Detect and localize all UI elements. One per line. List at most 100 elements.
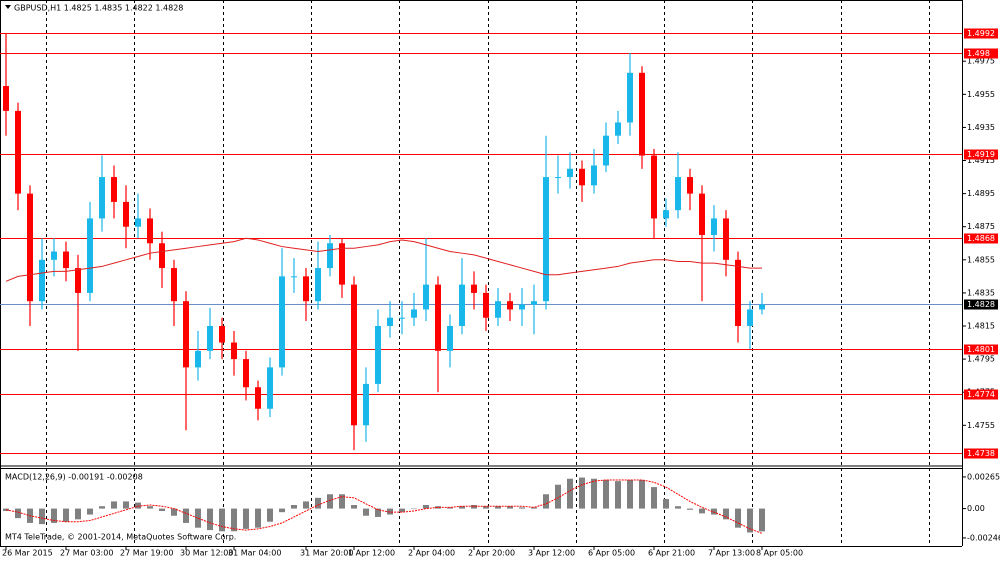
macd-bar [219, 508, 225, 532]
macd-bar [555, 484, 561, 509]
candle-body [159, 243, 165, 269]
x-tick-label: 7 Apr 13:00 [708, 549, 755, 558]
macd-bar [351, 505, 357, 509]
macd-bar [627, 479, 633, 509]
bid-label: 1.4828 [967, 300, 995, 309]
y-tick-label: 1.4815 [967, 321, 995, 330]
candle-body [543, 177, 549, 302]
macd-bar [615, 481, 621, 509]
candle-body [195, 350, 201, 368]
level-tag [964, 448, 998, 459]
macd-bar [591, 478, 597, 509]
macd-bar [303, 501, 309, 509]
macd-bar [327, 494, 333, 509]
macd-bar [495, 506, 501, 509]
level-label: 1.4868 [967, 234, 995, 243]
candle-body [387, 317, 393, 326]
macd-bar [531, 507, 537, 509]
copyright: MT4 TeleTrade, © 2001-2014, MetaQuotes S… [5, 533, 236, 542]
macd-bar [315, 497, 321, 509]
macd-bar [291, 505, 297, 509]
x-tick-label: 27 Mar 19:00 [120, 549, 173, 558]
candle-body [231, 342, 237, 360]
candle-body [759, 304, 765, 310]
candle-body [459, 284, 465, 326]
symbol-menu-arrow[interactable] [5, 5, 11, 9]
candle-body [495, 301, 501, 318]
candle-body [39, 259, 45, 302]
candle-body [735, 259, 741, 326]
candle-body [627, 72, 633, 123]
macd-bar [363, 508, 369, 516]
macd-bar [747, 508, 753, 533]
macd-bar [75, 508, 81, 520]
moving-average [5, 237, 762, 282]
macd-bar [123, 501, 129, 509]
macd-bar [279, 508, 285, 513]
macd-bar [399, 508, 405, 513]
y-tick-label: 1.4935 [967, 123, 995, 132]
y-tick-label: -0.00246 [967, 533, 1000, 542]
candle-body [87, 218, 93, 293]
macd-bar [447, 507, 453, 509]
candle-body [411, 309, 417, 318]
macd-bar [195, 508, 201, 528]
candle-body [63, 251, 69, 269]
macd-bar [423, 505, 429, 509]
x-tick-label: 31 Mar 04:00 [228, 549, 281, 558]
level-label: 1.4738 [967, 449, 995, 458]
candle-body [747, 309, 753, 326]
macd-bar [687, 508, 693, 510]
indicator-title: MACD(12,26,9) -0.00191 -0.00208 [5, 473, 143, 482]
macd-bar [171, 508, 177, 516]
level-tag [964, 48, 998, 59]
level-tag [964, 149, 998, 160]
y-tick-label: 1.4895 [967, 189, 995, 198]
candle-body [375, 325, 381, 384]
candle-body [447, 325, 453, 351]
candle-body [75, 268, 81, 293]
candle-body [567, 168, 573, 178]
candle-body [687, 177, 693, 194]
macd-bar [255, 508, 261, 528]
y-tick-label: 1.4955 [967, 90, 995, 99]
macd-bar [15, 508, 21, 519]
candle-body [615, 122, 621, 136]
y-tick-label: 0.00265 [967, 472, 1000, 481]
x-tick-label: 30 Mar 12:00 [180, 549, 233, 558]
macd-signal [5, 479, 763, 534]
candle-body [639, 72, 645, 156]
macd-bar [63, 508, 69, 522]
macd-bar [567, 478, 573, 509]
macd-bar [159, 508, 165, 511]
candle-body [219, 325, 225, 343]
candle-body [111, 177, 117, 202]
macd-bar [483, 506, 489, 509]
candle-body [579, 168, 585, 186]
macd-bar [147, 506, 153, 509]
level-label: 1.4801 [967, 345, 995, 354]
candle-body [531, 301, 537, 305]
y-tick-label: 1.4975 [967, 57, 995, 66]
macd-bar [543, 494, 549, 509]
macd-bar [135, 502, 141, 509]
macd-bar [375, 508, 381, 517]
macd-bar [387, 508, 393, 515]
chart-title: GBPUSD,H1 1.4825 1.4835 1.4822 1.4828 [14, 4, 183, 13]
x-tick-label: 2 Apr 20:00 [468, 549, 515, 558]
candle-body [699, 193, 705, 235]
macd-bar [99, 506, 105, 509]
candle-body [291, 276, 297, 278]
level-label: 1.4774 [967, 390, 995, 399]
x-tick-label: 26 Mar 2015 [2, 549, 53, 558]
macd-bar [711, 508, 717, 515]
macd-bar [639, 479, 645, 509]
macd-bar [243, 508, 249, 529]
candle-body [483, 292, 489, 318]
bid-tag [964, 299, 998, 310]
candle-body [723, 218, 729, 260]
candle-body [651, 155, 657, 219]
macd-bar [663, 499, 669, 509]
macd-bar [579, 477, 585, 509]
